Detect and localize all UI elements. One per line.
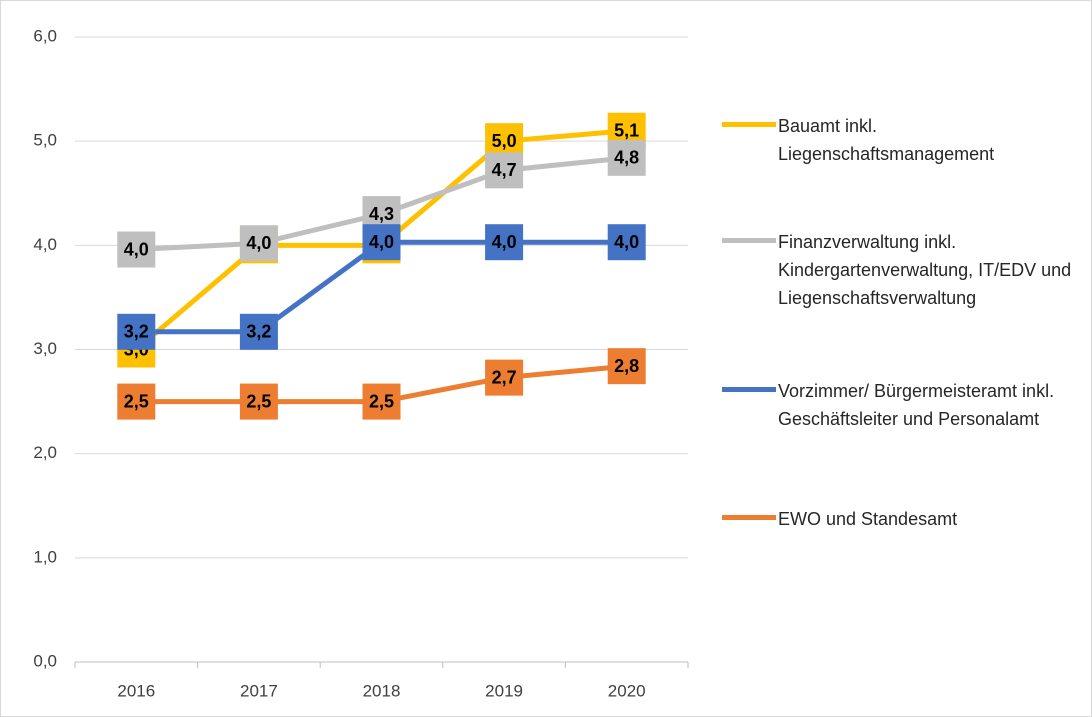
data-label: 2,5 — [246, 391, 271, 411]
data-label: 2,7 — [492, 367, 517, 387]
legend-swatch — [722, 387, 776, 392]
y-tick-label: 3,0 — [33, 339, 57, 358]
legend-swatch — [722, 122, 776, 127]
legend-label: Finanzverwaltung inkl. Kindergartenverwa… — [778, 232, 1072, 308]
y-tick-label: 4,0 — [33, 235, 57, 254]
data-label-box — [607, 224, 646, 261]
legend-item: Finanzverwaltung inkl. Kindergartenverwa… — [722, 228, 1082, 312]
data-label-box — [239, 383, 278, 420]
y-tick-label: 1,0 — [33, 547, 57, 566]
data-label: 4,3 — [369, 204, 394, 224]
data-label: 4,8 — [614, 148, 639, 168]
legend-item: EWO und Standesamt — [722, 505, 1082, 533]
data-label: 4,0 — [246, 233, 271, 253]
data-label: 2,5 — [369, 391, 394, 411]
legend-item: Bauamt inkl. Liegenschaftsmanagement — [722, 112, 1082, 168]
data-label: 2,8 — [614, 356, 639, 376]
data-label-box — [607, 348, 646, 385]
data-label-box — [607, 139, 646, 176]
data-label-box — [239, 313, 278, 350]
data-label-box — [485, 359, 524, 396]
x-tick-label: 2016 — [117, 681, 155, 700]
legend-label: Bauamt inkl. Liegenschaftsmanagement — [778, 116, 995, 164]
y-tick-label: 5,0 — [33, 131, 57, 150]
data-label-box — [239, 225, 278, 262]
data-label: 3,2 — [246, 322, 271, 342]
x-tick-label: 2019 — [485, 681, 523, 700]
legend-swatch — [722, 238, 776, 243]
legend-item: Vorzimmer/ Bürgermeisteramt inkl. Geschä… — [722, 377, 1082, 433]
data-label: 4,7 — [492, 160, 517, 180]
data-label: 5,1 — [614, 121, 639, 141]
data-label: 4,0 — [124, 239, 149, 259]
data-label-box — [362, 383, 401, 420]
data-label: 4,0 — [614, 232, 639, 252]
data-label: 4,0 — [369, 232, 394, 252]
data-label-box — [485, 224, 524, 261]
data-label-box — [117, 383, 156, 420]
y-tick-label: 0,0 — [33, 651, 57, 670]
data-label: 5,0 — [492, 131, 517, 151]
legend-label: EWO und Standesamt — [778, 509, 958, 529]
data-label-box — [485, 152, 524, 189]
x-tick-label: 2020 — [608, 681, 646, 700]
x-tick-label: 2017 — [240, 681, 278, 700]
legend-label: Vorzimmer/ Bürgermeisteramt inkl. Geschä… — [778, 381, 1055, 429]
data-label-box — [117, 313, 156, 350]
data-label: 4,0 — [492, 232, 517, 252]
legend-swatch — [722, 515, 776, 520]
data-label-box — [362, 224, 401, 261]
y-tick-label: 2,0 — [33, 443, 57, 462]
y-tick-label: 6,0 — [33, 26, 57, 45]
x-tick-label: 2018 — [363, 681, 401, 700]
data-label: 2,5 — [124, 391, 149, 411]
data-label: 3,2 — [124, 322, 149, 342]
data-label-box — [117, 231, 156, 268]
